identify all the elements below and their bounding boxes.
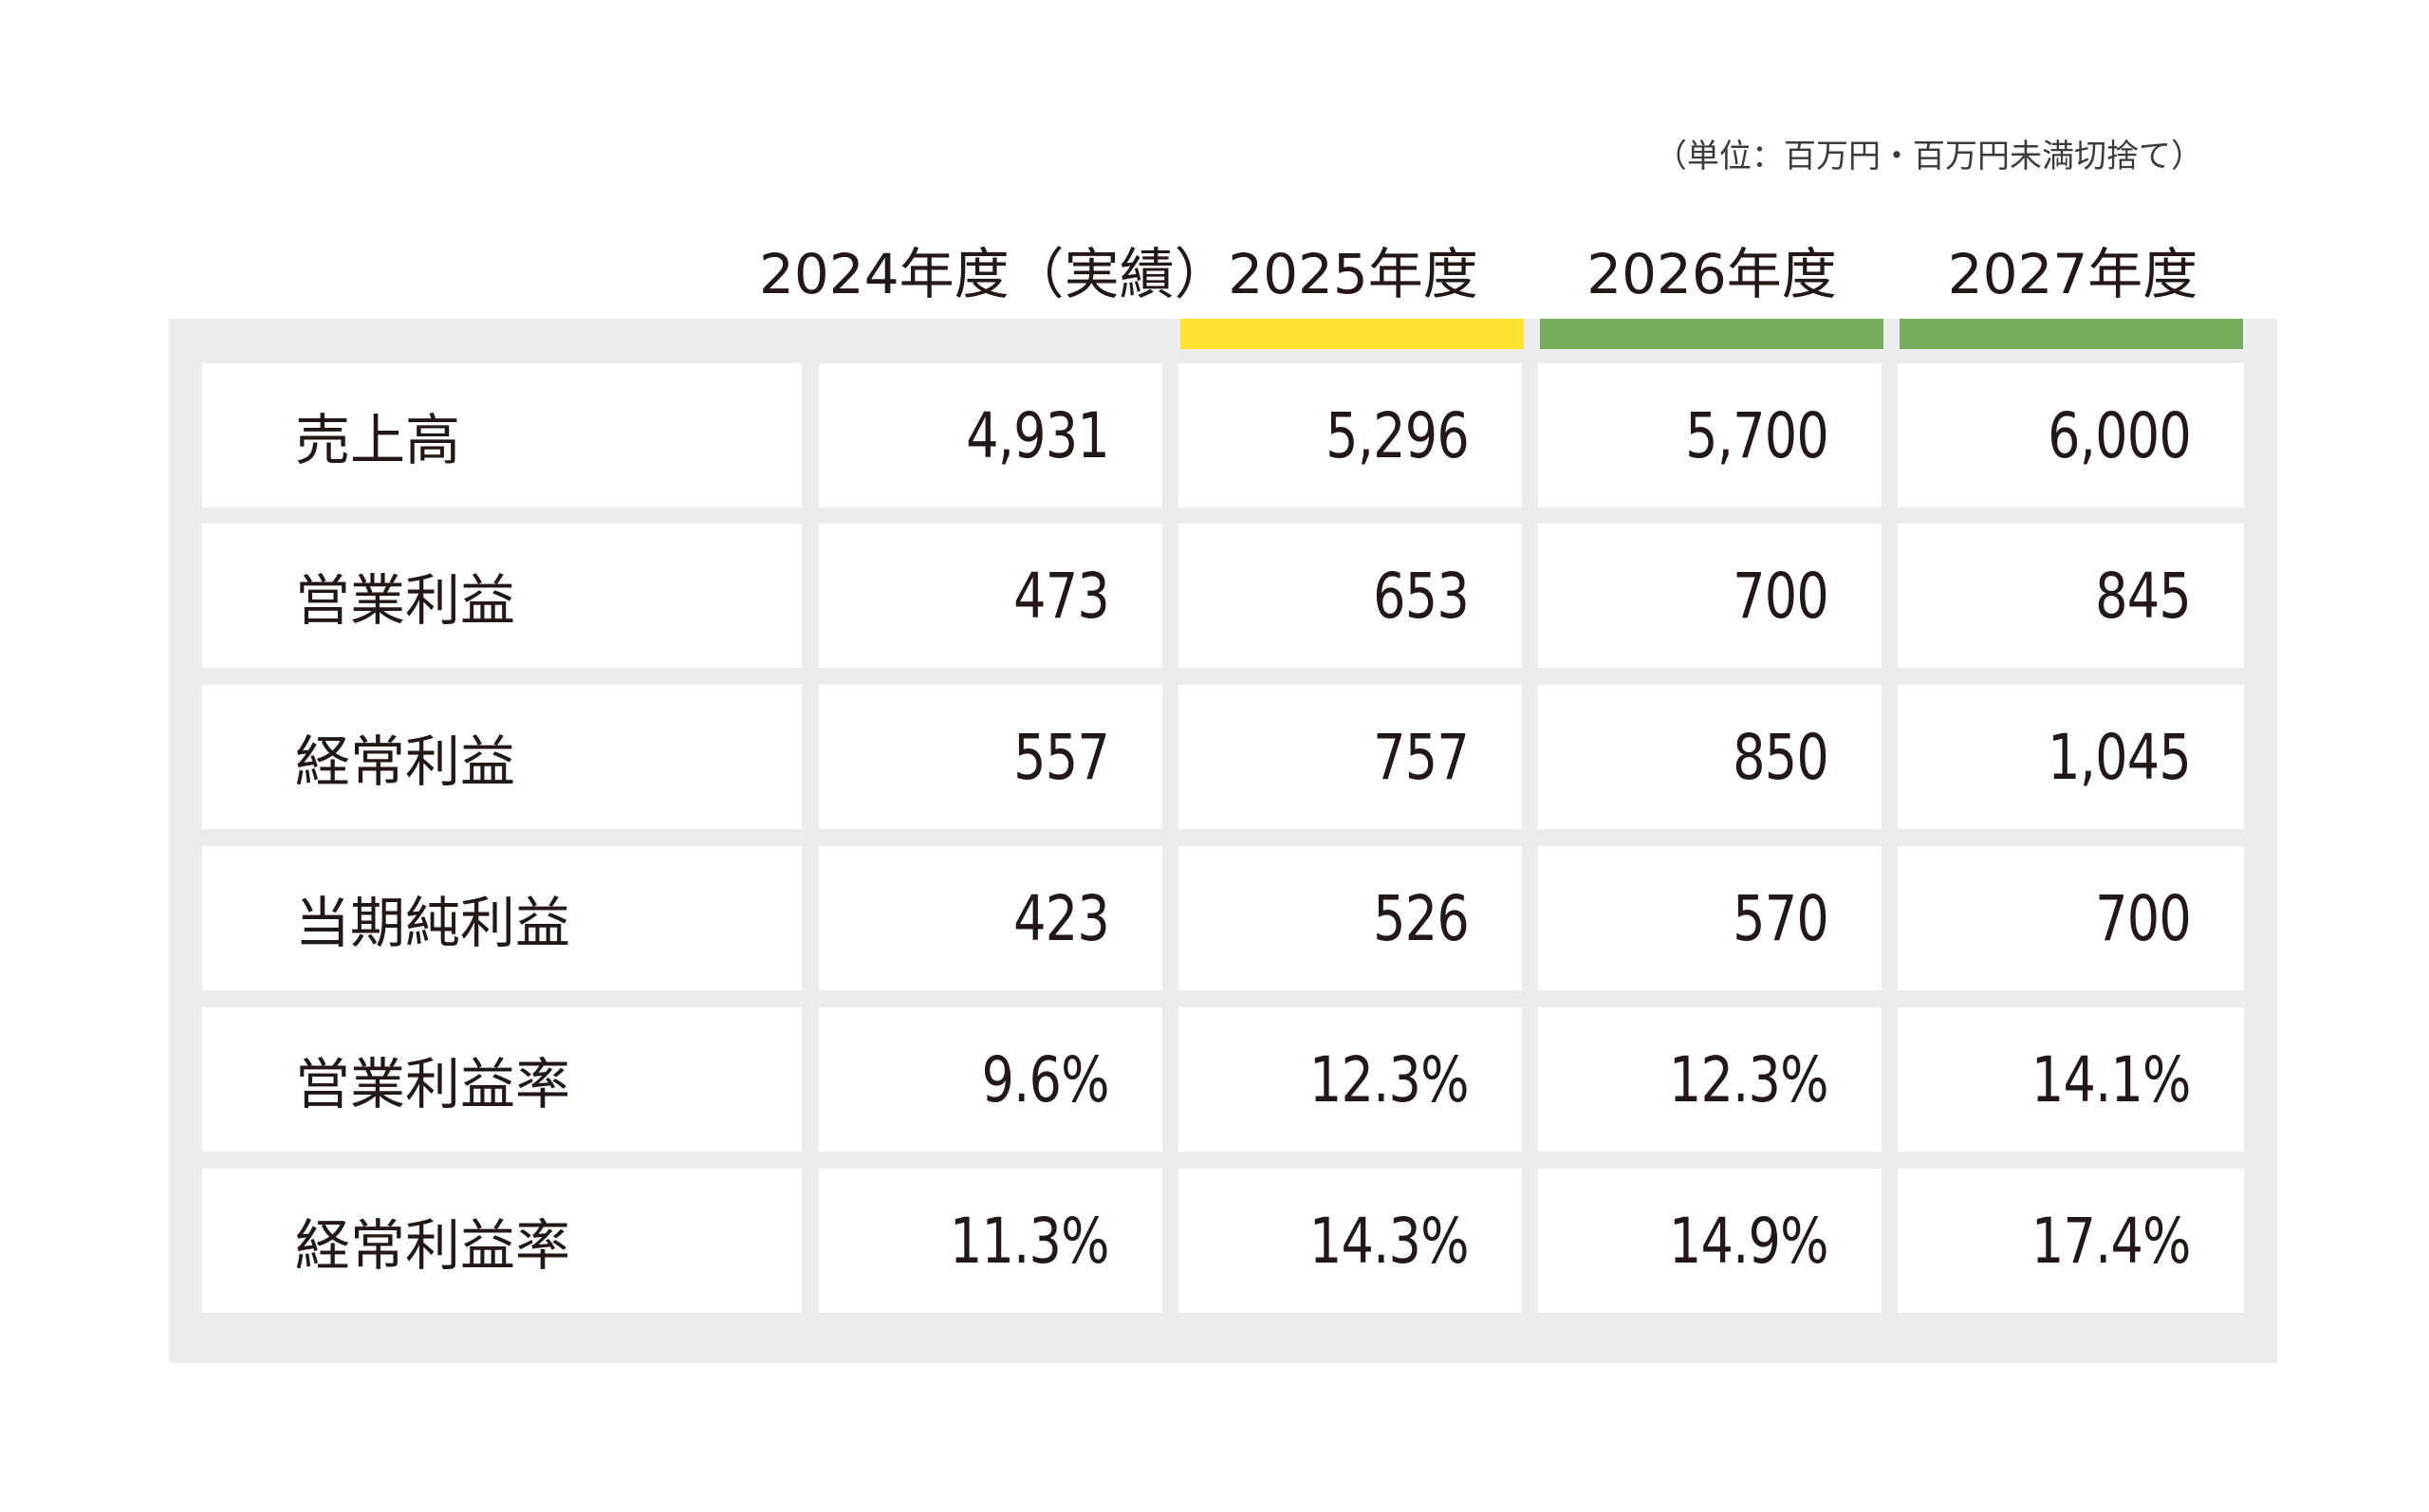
value-cell: 11.3% (819, 1169, 1162, 1313)
value-cell: 700 (1898, 846, 2244, 990)
value-cell: 423 (819, 846, 1162, 990)
column-header-2027: 2027年度 (1947, 242, 2198, 306)
value-cell: 845 (1898, 524, 2244, 668)
value-cell: 1,045 (1898, 685, 2244, 829)
column-header-2026: 2026年度 (1586, 242, 1837, 306)
table-row: 営業利益率 9.6% 12.3% 12.3% 14.1% (202, 1007, 2244, 1152)
row-label: 売上高 (202, 363, 802, 507)
value-cell: 557 (819, 685, 1162, 829)
table-row: 営業利益 473 653 700 845 (202, 524, 2244, 668)
table-row: 経常利益率 11.3% 14.3% 14.9% 17.4% (202, 1169, 2244, 1313)
row-label: 経常利益 (202, 685, 802, 829)
value-cell: 12.3% (1538, 1007, 1882, 1152)
value-cell: 5,296 (1178, 363, 1522, 507)
unit-note: （単位：百万円・百万円未満切捨て） (1655, 138, 2203, 175)
accent-bar-2027 (1900, 319, 2243, 349)
row-label: 経常利益率 (202, 1169, 802, 1313)
row-label: 営業利益 (202, 524, 802, 668)
value-cell: 12.3% (1178, 1007, 1522, 1152)
table-row: 経常利益 557 757 850 1,045 (202, 685, 2244, 829)
value-cell: 17.4% (1898, 1169, 2244, 1313)
column-header-2024: 2024年度（実績） (759, 242, 1230, 306)
value-cell: 9.6% (819, 1007, 1162, 1152)
accent-bar-2026 (1540, 319, 1883, 349)
value-cell: 757 (1178, 685, 1522, 829)
table-row: 売上高 4,931 5,296 5,700 6,000 (202, 363, 2244, 507)
value-cell: 6,000 (1898, 363, 2244, 507)
value-cell: 570 (1538, 846, 1882, 990)
value-cell: 700 (1538, 524, 1882, 668)
row-label: 当期純利益 (202, 846, 802, 990)
value-cell: 473 (819, 524, 1162, 668)
value-cell: 850 (1538, 685, 1882, 829)
column-header-2025: 2025年度 (1228, 242, 1478, 306)
value-cell: 526 (1178, 846, 1522, 990)
value-cell: 4,931 (819, 363, 1162, 507)
row-label: 営業利益率 (202, 1007, 802, 1152)
value-cell: 653 (1178, 524, 1522, 668)
value-cell: 5,700 (1538, 363, 1882, 507)
value-cell: 14.9% (1538, 1169, 1882, 1313)
accent-bar-2025 (1180, 319, 1524, 349)
table-row: 当期純利益 423 526 570 700 (202, 846, 2244, 990)
value-cell: 14.1% (1898, 1007, 2244, 1152)
value-cell: 14.3% (1178, 1169, 1522, 1313)
